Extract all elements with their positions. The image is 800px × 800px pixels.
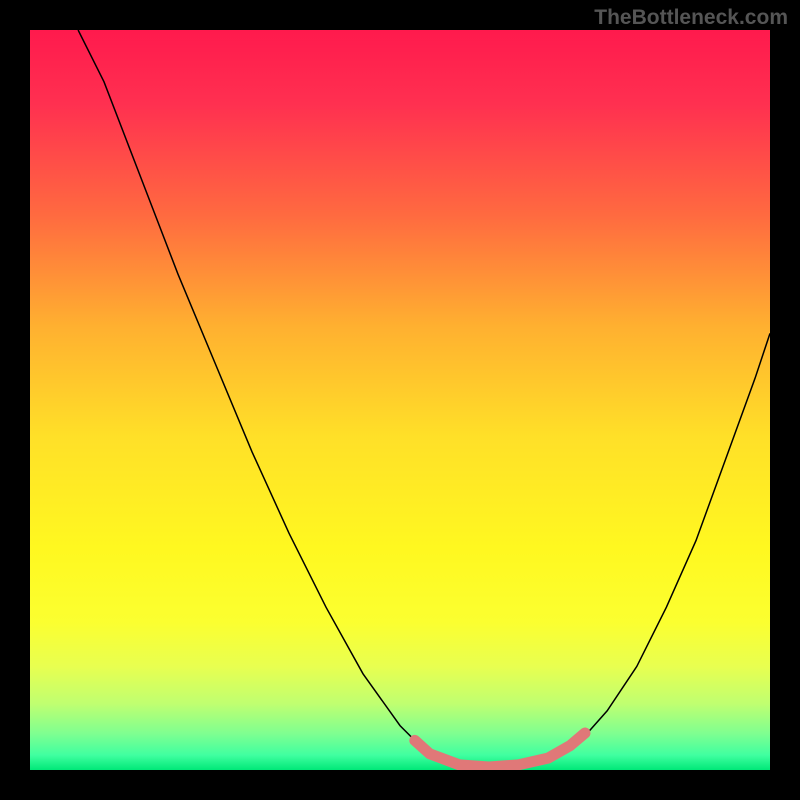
- chart-plot-area: [30, 30, 770, 770]
- watermark-text: TheBottleneck.com: [594, 6, 788, 30]
- chart-overlay-segment: [415, 733, 585, 767]
- chart-main-curve: [78, 30, 770, 770]
- chart-curve-layer: [30, 30, 770, 770]
